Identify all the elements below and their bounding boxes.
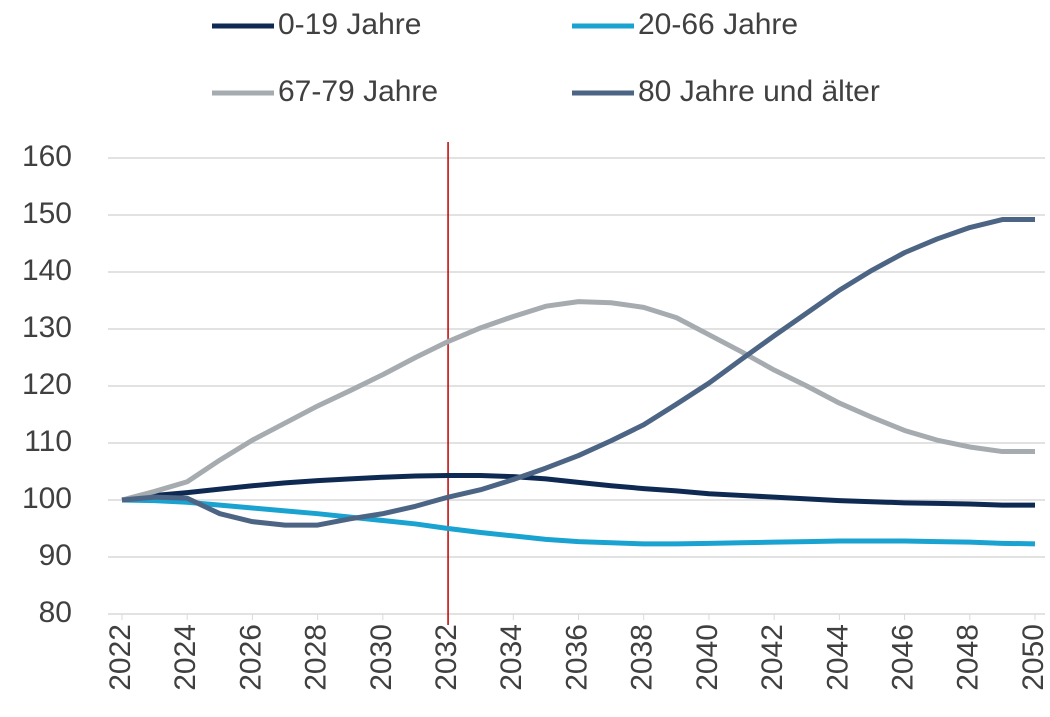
x-tick-label: 2042 xyxy=(756,624,789,691)
y-tick-label: 90 xyxy=(39,539,72,572)
x-tick-label: 2030 xyxy=(365,624,398,691)
y-tick-label: 80 xyxy=(39,596,72,629)
x-tick-label: 2040 xyxy=(691,624,724,691)
x-tick-label: 2034 xyxy=(495,624,528,691)
x-tick-label: 2046 xyxy=(886,624,919,691)
x-tick-label: 2038 xyxy=(626,624,659,691)
legend-label: 80 Jahre und älter xyxy=(638,75,880,108)
y-tick-label: 120 xyxy=(22,368,72,401)
x-tick-label: 2022 xyxy=(104,624,137,691)
y-tick-label: 160 xyxy=(22,140,72,173)
x-tick-label: 2032 xyxy=(430,624,463,691)
series-line xyxy=(121,299,1035,503)
x-tick-label: 2036 xyxy=(560,624,593,691)
x-tick-label: 2050 xyxy=(1017,624,1050,691)
x-tick-label: 2048 xyxy=(952,624,985,691)
y-tick-label: 100 xyxy=(22,482,72,515)
x-tick-label: 2044 xyxy=(821,624,854,691)
x-tick-label: 2028 xyxy=(300,624,333,691)
y-tick-label: 110 xyxy=(24,425,72,458)
legend-label: 67-79 Jahre xyxy=(278,75,438,108)
y-tick-label: 150 xyxy=(22,197,72,230)
y-tick-label: 130 xyxy=(22,311,72,344)
series-line xyxy=(121,472,1035,508)
y-tick-label: 140 xyxy=(22,254,72,287)
legend-label: 0-19 Jahre xyxy=(278,8,421,41)
legend-label: 20-66 Jahre xyxy=(638,8,798,41)
series-line xyxy=(121,497,1036,547)
x-tick-label: 2026 xyxy=(234,624,267,691)
series-line xyxy=(121,217,1035,528)
x-tick-label: 2024 xyxy=(169,624,202,691)
